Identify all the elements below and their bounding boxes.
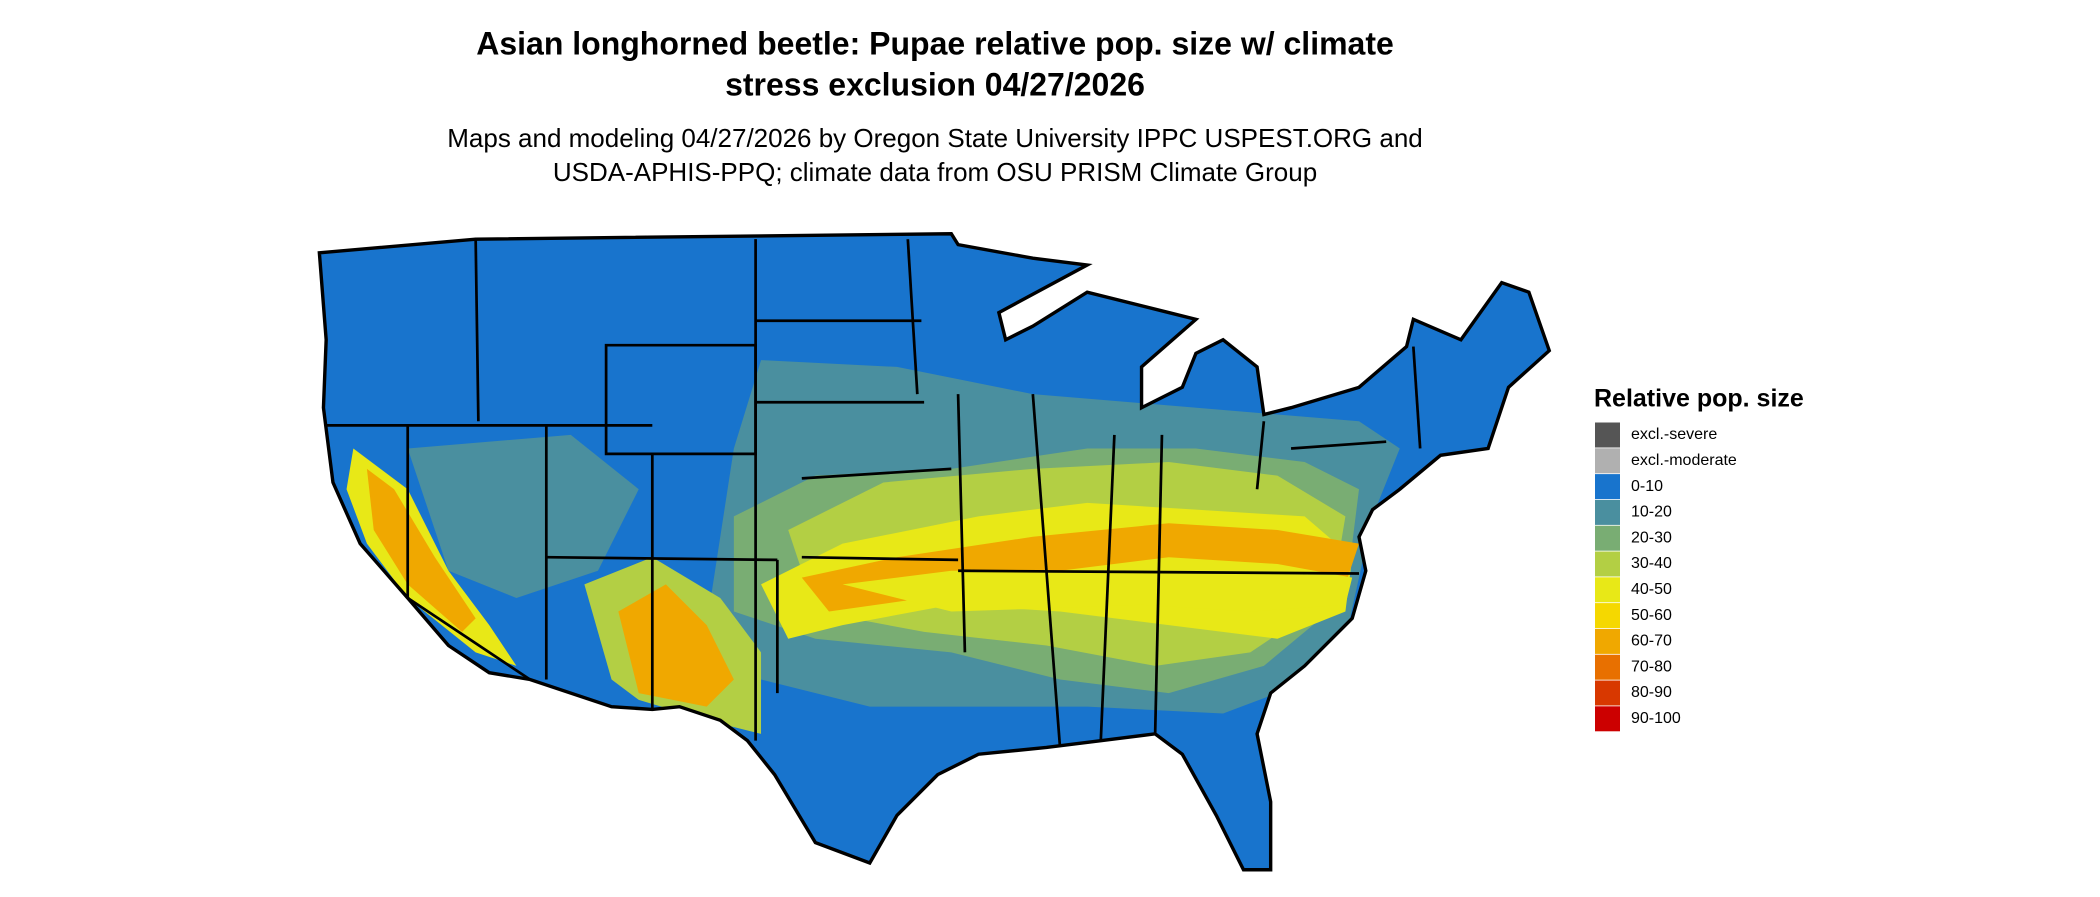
legend-swatch [1595,706,1620,732]
state-border [906,239,919,395]
legend-label: 60-70 [1631,633,1672,650]
legend-label: 50-60 [1631,607,1672,624]
coastline [317,232,1552,872]
state-border [474,239,480,422]
legend-label: 10-20 [1631,504,1672,521]
legend-label: excl.-severe [1631,426,1717,443]
state-border [1255,421,1266,490]
legend-label: excl.-moderate [1631,452,1737,469]
legend-swatch [1595,525,1620,551]
legend-swatch [1595,654,1620,680]
legend-swatch [1595,448,1620,474]
state-border [1290,440,1387,450]
state-border [546,555,778,562]
state-border [801,467,952,480]
legend-swatch [1595,680,1620,706]
state-border [801,555,959,562]
state-border [1031,394,1062,748]
subtitle: USDA-APHIS-PPQ; climate data from OSU PR… [553,157,1317,187]
climate-zones [346,360,1400,734]
title: Asian longhorned beetle: Pupae relative … [476,25,1394,61]
legend-swatch [1595,551,1620,577]
legend-swatch [1595,628,1620,654]
climate-zone [618,584,734,707]
legend-label: 20-30 [1631,529,1672,546]
state-border [1412,346,1422,449]
legend-label: 90-100 [1631,710,1681,727]
legend-label: 30-40 [1631,555,1672,572]
legend-label: 0-10 [1631,478,1663,495]
map [317,232,1552,872]
legend-swatch [1595,603,1620,629]
legend-swatch [1595,499,1620,525]
state-border [956,394,967,653]
state-border [1153,434,1164,734]
legend-label: 40-50 [1631,581,1672,598]
title: stress exclusion 04/27/2026 [725,66,1145,102]
subtitle: Maps and modeling 04/27/2026 by Oregon S… [447,123,1423,153]
legend-swatch [1595,422,1620,448]
legend-label: 70-80 [1631,658,1672,675]
legend-title: Relative pop. size [1594,385,1804,413]
legend-label: 80-90 [1631,684,1672,701]
legend: excl.-severe excl.-moderate 0-10 10-20 20-30… [1595,422,1737,732]
legend-swatch [1595,577,1620,603]
climate-zone [366,468,476,632]
state-border [1099,434,1116,741]
legend-swatch [1595,474,1620,500]
